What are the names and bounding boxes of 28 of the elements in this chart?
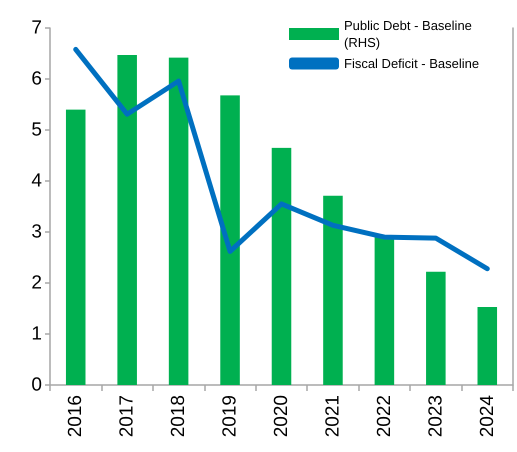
bar [374,236,394,385]
bar [66,110,86,385]
x-tick-label: 2018 [168,395,190,438]
y-tick-label: 0 [31,374,42,396]
x-tick-label: 2019 [220,395,241,438]
x-tick-label: 2017 [116,395,138,438]
x-tick-label: 2021 [322,395,344,438]
y-tick-label: 6 [31,68,42,90]
x-tick-label: 2016 [65,395,86,438]
bar [323,196,343,385]
y-tick-label: 7 [31,18,42,38]
bar [168,58,188,385]
y-tick-label: 3 [31,222,42,242]
x-tick-label: 2020 [271,395,292,438]
legend-label: Fiscal Deficit - Baseline [344,56,480,71]
legend-label: Public Debt - Baseline (RHS) [344,18,476,50]
y-tick-label: 5 [31,120,42,140]
x-tick-label: 2023 [425,395,446,438]
x-tick-label: 2022 [374,395,395,438]
bar [117,55,137,385]
x-tick-label: 2024 [476,394,498,438]
bar [478,306,498,385]
y-tick-label: 2 [31,272,42,294]
bar [426,272,446,385]
bar [220,95,240,385]
y-tick-label: 4 [31,170,42,192]
bar [272,148,292,385]
y-tick-label: 1 [31,324,42,344]
